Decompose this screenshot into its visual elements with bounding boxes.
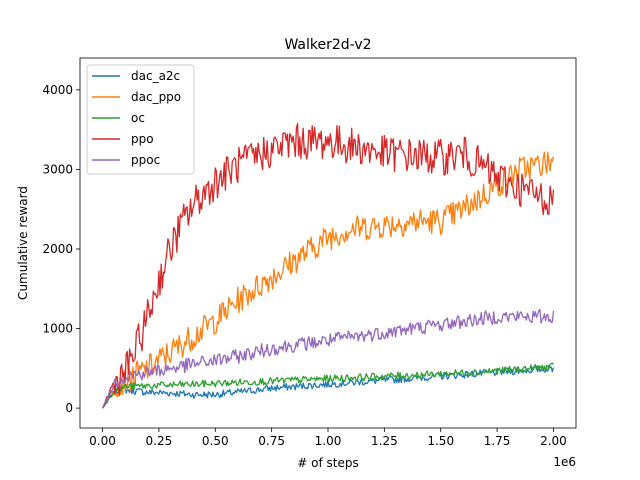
legend-label-oc: oc [131,111,145,125]
legend-label-dac_ppo: dac_ppo [131,90,181,104]
legend-label-ppo: ppo [131,132,154,146]
x-tick-label: 0.25 [146,434,173,448]
y-tick-label: 1000 [42,322,73,336]
legend-box [86,64,195,175]
x-tick-label: 0.00 [89,434,116,448]
y-tick-label: 2000 [42,242,73,256]
x-tick-label: 1.00 [315,434,342,448]
y-tick-label: 0 [65,401,73,415]
x-tick-label: 2.00 [540,434,567,448]
series-line-oc [101,362,554,409]
series-line-ppoc [101,308,555,409]
x-tick-label: 1.25 [371,434,398,448]
x-tick-label: 1.50 [427,434,454,448]
y-tick-label: 4000 [42,83,73,97]
y-axis-ticks: 0 1000 2000 3000 4000 [42,83,80,415]
plot-lines [101,122,555,409]
series-line-ppo [101,122,555,409]
legend-label-dac_a2c: dac_a2c [131,69,180,83]
x-axis-label: # of steps [297,456,358,470]
y-axis-label: Cumulative reward [16,186,30,300]
x-tick-label: 0.50 [202,434,229,448]
series-line-dac_ppo [101,151,555,409]
legend-label-ppoc: ppoc [131,153,160,167]
x-tick-label: 1.75 [484,434,511,448]
chart-title: Walker2d-v2 [284,37,371,53]
x-axis-ticks: 0.00 0.25 0.50 0.75 1.00 1.25 1.50 1.75 2.00 [89,428,567,448]
y-tick-label: 3000 [42,162,73,176]
x-tick-label: 0.75 [258,434,285,448]
x-axis-offset: 1e6 [553,455,576,469]
